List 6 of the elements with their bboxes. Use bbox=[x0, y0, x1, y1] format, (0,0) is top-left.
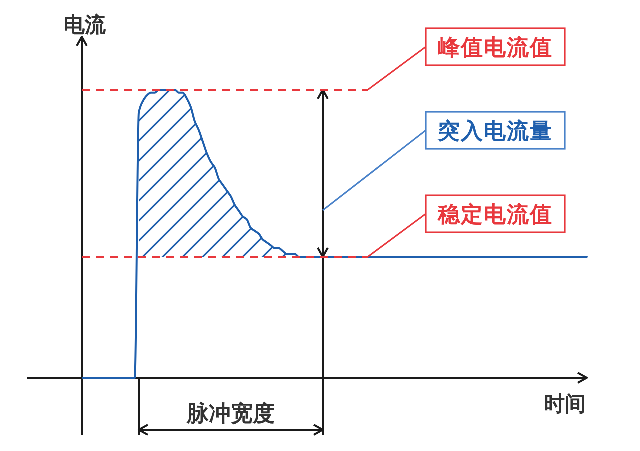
y-axis-title: 电流 bbox=[64, 13, 107, 37]
annotation: 突入电流量 bbox=[437, 118, 553, 145]
ref-line-label: 稳定电流值 bbox=[437, 202, 553, 228]
x-axis-title: 时间 bbox=[544, 392, 586, 416]
text: 脉冲宽度 bbox=[186, 401, 275, 427]
ref-line-label: 峰值电流值 bbox=[438, 35, 553, 61]
